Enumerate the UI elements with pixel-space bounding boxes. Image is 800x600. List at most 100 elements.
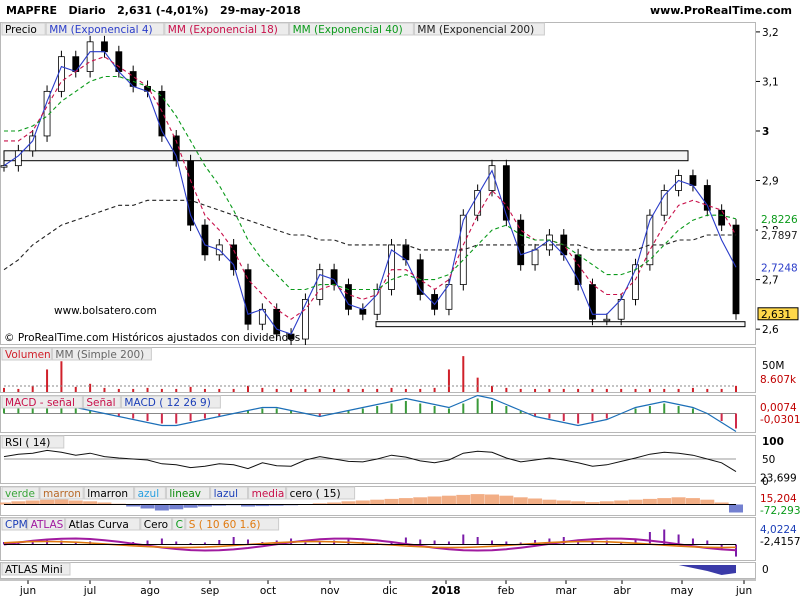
macd-histogram-bar (462, 403, 465, 414)
atlas-area-segment (556, 500, 571, 505)
atlas-area-segment (714, 502, 729, 505)
cpm-bar (17, 543, 20, 545)
y-tick-label: 3 (762, 126, 769, 138)
x-tick-label: jun (735, 585, 752, 597)
price-marker-box (758, 229, 798, 242)
volume-bar (390, 387, 393, 392)
atlas-area-segment (642, 498, 657, 505)
legend-item: Cero (144, 519, 168, 531)
macd-histogram-bar (189, 413, 192, 421)
legend-item: CPM (5, 519, 28, 531)
cpm-bar (189, 543, 192, 545)
candle-body (703, 185, 711, 211)
atlas-area-segment (169, 504, 184, 510)
macd-histogram-bar (60, 406, 63, 414)
atlas-area-segment (657, 498, 672, 505)
candle-body (517, 219, 525, 266)
volume-bar (160, 388, 163, 392)
s-line (3, 540, 737, 549)
candle-body (531, 249, 539, 266)
volume-bar (404, 388, 407, 392)
panel-marker-label: -0,0301 (760, 414, 800, 426)
series-line (3, 51, 737, 335)
series-line (4, 75, 737, 291)
atlas-area-segment (456, 494, 471, 505)
volume-bar (60, 361, 63, 392)
volume-bar (706, 388, 709, 392)
x-tick-label: jun (19, 585, 36, 597)
macd-histogram-bar (132, 413, 135, 419)
legend-item: ATLAS Mini (5, 564, 63, 576)
panel-frame-4 (0, 486, 756, 516)
panel-frame-1 (0, 347, 756, 393)
cpm-bar (160, 538, 163, 545)
cpm-bar (476, 537, 479, 545)
legend-box (164, 22, 290, 36)
volume-bar (735, 385, 737, 392)
legend-box (134, 486, 166, 500)
atlas-mini-area (4, 565, 736, 575)
candle-body (101, 41, 108, 53)
candle-body (732, 224, 740, 315)
legend-box (65, 517, 141, 531)
macd-histogram-bar (433, 406, 436, 414)
volume-bar (376, 388, 379, 392)
legend-item: Precio (5, 24, 37, 36)
macd-histogram-bar (261, 408, 264, 414)
legend-box (185, 517, 280, 531)
volume-bar (275, 388, 278, 392)
macd-histogram-bar (318, 413, 321, 416)
atlas-area-segment (398, 498, 413, 505)
macd-histogram-bar (663, 403, 666, 414)
watermark: www.bolsatero.com (54, 305, 157, 317)
atlas-area-segment (528, 498, 543, 505)
atlas-area-segment (671, 497, 686, 505)
volume-bar (476, 377, 479, 392)
legend-box (1, 562, 71, 576)
legend-item: ATLAS (31, 519, 64, 531)
atlas-area-segment (312, 503, 327, 505)
x-tick-label: sep (201, 585, 220, 597)
macd-histogram-bar (275, 408, 278, 414)
legend-box (1, 486, 40, 500)
panel-marker-label: -2,4157 (760, 536, 800, 548)
atlas-area-segment (154, 504, 169, 511)
macd-histogram-bar (390, 403, 393, 414)
rsi-line (3, 449, 737, 473)
volume-bar (3, 387, 5, 392)
panel-marker-label: 15,204 (760, 493, 797, 505)
candle-body (86, 41, 94, 72)
cpm-bar (505, 541, 508, 545)
cpm-bar (404, 537, 407, 545)
atlas-area-segment (54, 498, 69, 505)
candle-body (244, 269, 252, 325)
volume-bar (663, 388, 666, 392)
legend-item: MM (Simple 200) (55, 349, 144, 361)
panel-marker-label: 23,699 (760, 473, 797, 485)
volume-bar (132, 388, 135, 392)
cpm-bar (74, 542, 77, 545)
atlas-area-segment (685, 498, 700, 505)
atlas-area-segment (83, 501, 98, 505)
volume-bar (462, 356, 465, 392)
cpm-bar (447, 541, 450, 545)
atlas-area-segment (628, 499, 643, 505)
macd-histogram-bar (361, 408, 364, 414)
macd-histogram-bar (146, 413, 149, 421)
atlas-area-segment (126, 504, 141, 507)
legend-box (51, 347, 152, 361)
atlas-area-segment (427, 496, 442, 505)
legend-box (45, 22, 165, 36)
volume-bar (548, 388, 551, 392)
legend-box (286, 486, 356, 500)
cpm-bar (433, 540, 436, 545)
volume-bar (175, 388, 178, 392)
volume-bar (318, 388, 321, 392)
x-tick-label: feb (498, 585, 515, 597)
candle-body (646, 214, 654, 266)
series-line (3, 199, 736, 271)
panel-marker-label: -72,293 (760, 505, 800, 517)
x-tick-label: oct (260, 585, 276, 597)
site-link[interactable]: www.ProRealTime.com (649, 4, 792, 17)
atlas-area-segment (183, 504, 198, 508)
